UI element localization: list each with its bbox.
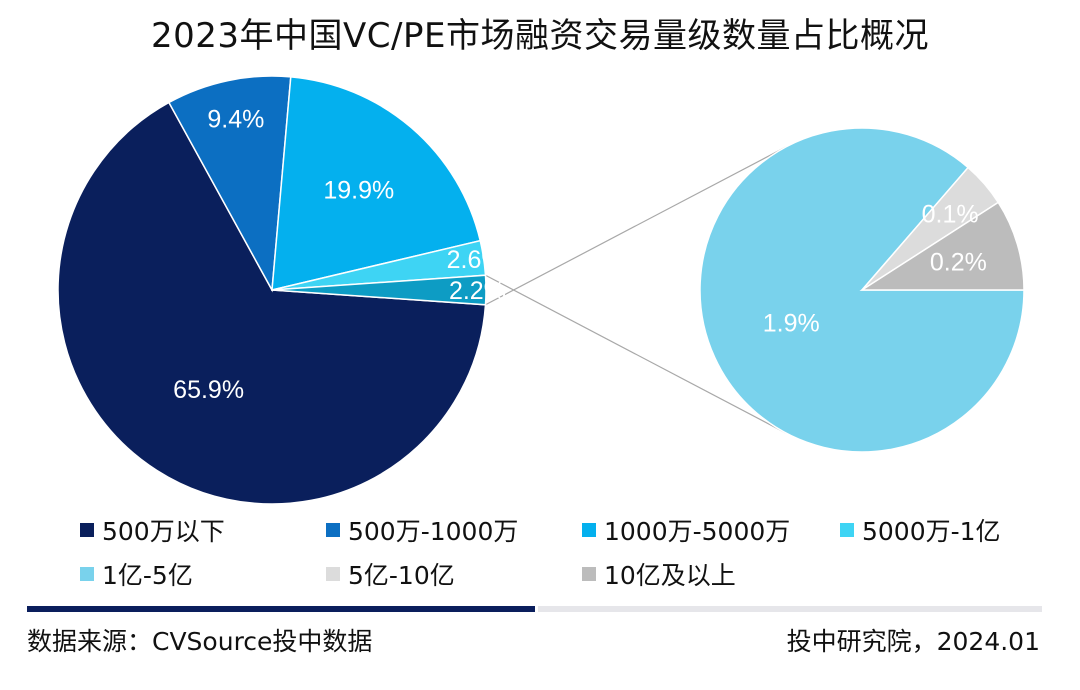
legend-swatch (582, 523, 596, 537)
credit-date: 投中研究院，2024.01 (786, 627, 1040, 656)
legend-label: 5亿-10亿 (348, 561, 455, 590)
data-labels: 65.9% 9.4% 19.9% 2.6% 2.2% 1.9% 0.1% 0.2% (173, 105, 987, 404)
legend-swatch (582, 567, 596, 581)
connector-line-top (485, 146, 787, 306)
legend-swatch (80, 523, 94, 537)
legend-label: 500万-1000万 (348, 517, 519, 546)
legend-swatch (80, 567, 94, 581)
secondary-slice-label-0: 1.9% (763, 309, 820, 337)
legend-item: 1亿-5亿 (80, 556, 326, 592)
legend-label: 500万以下 (102, 517, 225, 546)
legend-item: 5000万-1亿 (840, 512, 1040, 548)
connector-lines (485, 146, 787, 434)
legend-swatch (326, 523, 340, 537)
main-slice-label-2: 19.9% (323, 177, 394, 205)
legend-label: 1亿-5亿 (102, 561, 193, 590)
main-slice-label-0: 65.9% (173, 376, 244, 404)
legend: 500万以下 500万-1000万 1000万-5000万 5000万-1亿 1亿-5… (80, 508, 1040, 596)
footer-divider-dark (27, 606, 535, 612)
pie-of-pie-chart: 65.9% 9.4% 19.9% 2.6% 2.2% 1.9% 0.1% 0.2% (57, 75, 1025, 505)
chart-title: 2023年中国VC/PE市场融资交易量级数量占比概况 (151, 16, 929, 56)
main-slice-label-3: 2.6% (447, 246, 504, 274)
main-slice-0 (57, 101, 487, 505)
footer-divider-light (538, 606, 1042, 612)
legend-row: 1亿-5亿 5亿-10亿 10亿及以上 (80, 552, 1040, 596)
main-pie (57, 75, 487, 505)
secondary-slice-2 (859, 201, 1025, 291)
legend-label: 5000万-1亿 (862, 517, 1001, 546)
legend-label: 1000万-5000万 (604, 517, 791, 546)
legend-item: 500万-1000万 (326, 512, 582, 548)
legend-swatch (326, 567, 340, 581)
legend-item: 500万以下 (80, 512, 326, 548)
secondary-pie (699, 127, 1025, 453)
legend-swatch (840, 523, 854, 537)
main-slice-1 (167, 75, 292, 293)
main-slice-label-1: 9.4% (207, 105, 264, 133)
legend-item: 5亿-10亿 (326, 556, 582, 592)
main-slice-label-4: 2.2% (449, 277, 506, 305)
secondary-slice-label-1: 0.1% (922, 201, 979, 229)
main-slice-4 (271, 274, 487, 306)
legend-item: 1000万-5000万 (582, 512, 840, 548)
connector-line-bottom (485, 274, 787, 434)
legend-item: 10亿及以上 (582, 556, 840, 592)
legend-row: 500万以下 500万-1000万 1000万-5000万 5000万-1亿 (80, 508, 1040, 552)
data-source: 数据来源：CVSource投中数据 (27, 627, 373, 656)
main-slice-2 (271, 76, 482, 291)
legend-label: 10亿及以上 (604, 561, 736, 590)
secondary-slice-label-2: 0.2% (930, 249, 987, 277)
